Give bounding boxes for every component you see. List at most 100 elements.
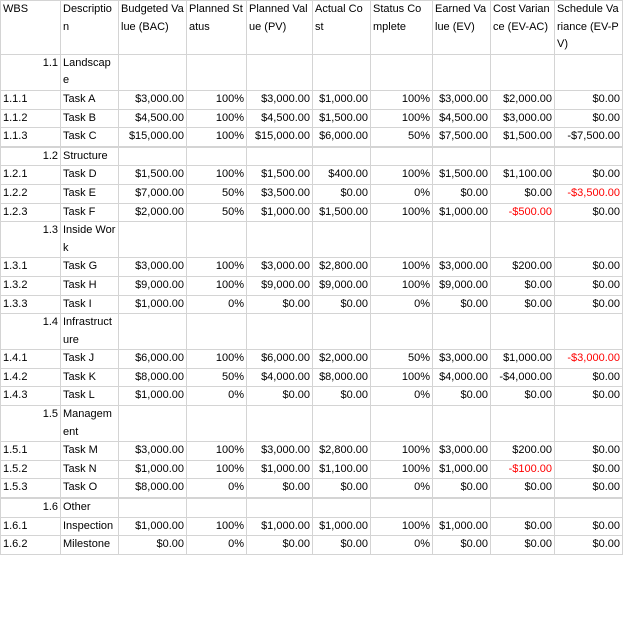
description-cell: Other: [60, 498, 119, 518]
wbs-cell: 1.4.2: [0, 367, 61, 388]
description-cell: Task B: [60, 108, 119, 129]
table-row: [0, 145, 623, 148]
table-row: [0, 497, 623, 500]
description-cell: Task A: [60, 89, 119, 110]
value-cell: $1,000.00: [432, 459, 491, 480]
description-cell: Task J: [60, 349, 119, 369]
value-cell: 100%: [186, 108, 247, 129]
empty-cell: [312, 498, 371, 518]
table-row: 1.2.3 Task F $2,000.00 50% $1,000.00 $1,500.0…: [0, 202, 623, 223]
value-cell: $4,000.00: [246, 367, 313, 388]
table-row: 1.1.1 Task A $3,000.00 100% $3,000.00 $1,000.…: [0, 89, 623, 110]
value-cell: $3,000.00: [490, 108, 555, 129]
value-cell: $0.00: [312, 535, 371, 555]
table-row: 1.2.1 Task D $1,500.00 100% $1,500.00 $400.00…: [0, 165, 623, 185]
wbs-cell: 1.2.3: [0, 202, 61, 223]
description-cell: Task H: [60, 275, 119, 296]
empty-cell: [432, 146, 491, 167]
table-row: 1.5.2 Task N $1,000.00 100% $1,000.00 $1,100.…: [0, 459, 623, 480]
value-cell: $8,000.00: [312, 367, 371, 388]
empty-cell: [490, 146, 555, 167]
value-cell: 100%: [186, 441, 247, 461]
value-cell: 100%: [370, 275, 433, 296]
value-cell: 0%: [186, 294, 247, 315]
value-cell: 100%: [370, 367, 433, 388]
value-cell: $0.00: [554, 257, 623, 277]
value-cell: 0%: [186, 386, 247, 407]
value-cell: $0.00: [554, 202, 623, 223]
empty-cell: [490, 498, 555, 518]
wbs-cell: 1.4: [0, 313, 61, 351]
empty-cell: [554, 405, 623, 443]
value-cell: $1,500.00: [312, 108, 371, 129]
value-cell: $200.00: [490, 257, 555, 277]
value-cell: $0.00: [246, 294, 313, 315]
wbs-cell: 1.3.1: [0, 257, 61, 277]
empty-cell: [554, 497, 623, 500]
value-cell: $1,000.00: [118, 294, 187, 315]
value-cell: $1,000.00: [246, 202, 313, 223]
value-cell: $1,000.00: [432, 516, 491, 537]
value-cell: $0.00: [554, 459, 623, 480]
value-cell: -$4,000.00: [490, 367, 555, 388]
empty-cell: [370, 313, 433, 351]
value-cell: $200.00: [490, 441, 555, 461]
description-cell: Task F: [60, 202, 119, 223]
description-cell: Milestone: [60, 535, 119, 555]
empty-cell: [370, 405, 433, 443]
column-header: Planned Status: [186, 0, 247, 55]
wbs-cell: 1.5: [0, 405, 61, 443]
value-cell: 0%: [370, 294, 433, 315]
empty-cell: [554, 146, 623, 167]
wbs-cell: 1.3.2: [0, 275, 61, 296]
empty-cell: [246, 313, 313, 351]
empty-cell: [246, 146, 313, 167]
value-cell: $0.00: [490, 516, 555, 537]
value-cell: $1,000.00: [312, 516, 371, 537]
description-cell: Structure: [60, 146, 119, 167]
value-cell: $0.00: [312, 478, 371, 499]
empty-cell: [312, 221, 371, 259]
value-cell: $0.00: [554, 441, 623, 461]
value-cell: 50%: [370, 127, 433, 147]
description-cell: Task D: [60, 165, 119, 185]
wbs-cell: 1.6.1: [0, 516, 61, 537]
value-cell: $2,000.00: [312, 349, 371, 369]
empty-cell: [490, 53, 555, 91]
empty-cell: [554, 221, 623, 259]
value-cell: -$100.00: [490, 459, 555, 480]
value-cell: $15,000.00: [118, 127, 187, 147]
value-cell: 50%: [186, 367, 247, 388]
empty-cell: [246, 405, 313, 443]
value-cell: $0.00: [118, 535, 187, 555]
empty-cell: [312, 313, 371, 351]
table-row: 1.5 Management: [0, 405, 623, 443]
empty-cell: [118, 405, 187, 443]
value-cell: $1,500.00: [432, 165, 491, 185]
description-cell: Landscape: [60, 53, 119, 91]
empty-cell: [118, 221, 187, 259]
empty-cell: [186, 146, 247, 167]
empty-cell: [186, 313, 247, 351]
table-row: 1.3.1 Task G $3,000.00 100% $3,000.00 $2,800.…: [0, 257, 623, 277]
wbs-cell: 1.1.1: [0, 89, 61, 110]
empty-cell: [186, 498, 247, 518]
empty-cell: [370, 146, 433, 167]
value-cell: 0%: [186, 535, 247, 555]
column-header: Earned Value (EV): [432, 0, 491, 55]
value-cell: 100%: [370, 516, 433, 537]
value-cell: 0%: [370, 535, 433, 555]
value-cell: 100%: [186, 257, 247, 277]
value-cell: $0.00: [554, 275, 623, 296]
table-row: 1.2.2 Task E $7,000.00 50% $3,500.00 $0.00 0% $…: [0, 183, 623, 204]
value-cell: $0.00: [490, 275, 555, 296]
description-cell: Inside Work: [60, 221, 119, 259]
description-cell: Infrastructure: [60, 313, 119, 351]
value-cell: $3,000.00: [432, 257, 491, 277]
value-cell: $0.00: [554, 386, 623, 407]
value-cell: $0.00: [312, 386, 371, 407]
value-cell: $1,100.00: [490, 165, 555, 185]
value-cell: $3,500.00: [246, 183, 313, 204]
value-cell: $1,000.00: [246, 459, 313, 480]
value-cell: $0.00: [554, 535, 623, 555]
